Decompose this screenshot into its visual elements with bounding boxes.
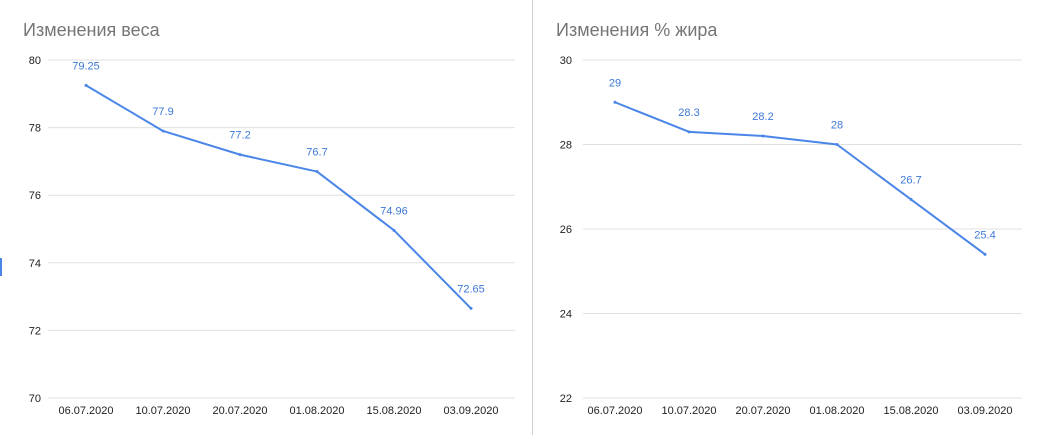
fat-chart: 22 24 26 28 30 06.07.2020 10.07.2020 20.07.2020… (560, 55, 1022, 417)
data-point (687, 130, 691, 134)
scroll-edge-marker (0, 258, 2, 276)
x-tick-label: 03.09.2020 (957, 405, 1012, 417)
data-point (761, 134, 765, 138)
data-label: 28 (831, 120, 843, 132)
data-point (161, 129, 165, 133)
x-tick-label: 15.08.2020 (883, 405, 938, 417)
y-tick-label: 72 (29, 325, 41, 337)
data-label: 77.9 (152, 106, 173, 118)
data-label: 72.65 (457, 283, 485, 295)
x-tick-label: 20.07.2020 (212, 405, 267, 417)
x-tick-label: 06.07.2020 (58, 405, 113, 417)
data-label: 79.25 (72, 60, 100, 72)
data-label: 29 (609, 77, 621, 89)
data-point (315, 170, 319, 174)
series-line (614, 101, 986, 256)
x-tick-label: 01.08.2020 (809, 405, 864, 417)
data-point (238, 153, 242, 157)
y-tick-label: 22 (560, 393, 572, 405)
data-point (84, 83, 88, 87)
data-label: 76.7 (306, 147, 327, 159)
data-point (469, 306, 473, 310)
data-label: 74.96 (380, 205, 408, 217)
data-point (392, 228, 396, 232)
y-tick-label: 78 (29, 123, 41, 135)
data-point (613, 100, 617, 104)
data-label: 28.2 (752, 111, 773, 123)
x-tick-label: 06.07.2020 (587, 405, 642, 417)
x-tick-label: 10.07.2020 (135, 405, 190, 417)
x-tick-label: 10.07.2020 (661, 405, 716, 417)
y-tick-label: 76 (29, 190, 41, 202)
data-point (983, 252, 987, 256)
x-tick-label: 15.08.2020 (366, 405, 421, 417)
x-tick-label: 01.08.2020 (289, 405, 344, 417)
weight-chart-panel: Изменения веса 70 72 74 76 78 80 06.07.2020 10.… (23, 0, 533, 435)
y-tick-label: 74 (29, 258, 41, 270)
fat-chart-panel: Изменения % жира 22 24 26 28 30 06.07.2020 10.… (533, 0, 1040, 435)
chart-title: Изменения веса (23, 20, 160, 40)
y-tick-label: 28 (560, 140, 572, 152)
y-tick-label: 70 (29, 393, 41, 405)
chart-title: Изменения % жира (556, 20, 718, 40)
data-label: 77.2 (229, 130, 250, 142)
data-point (909, 197, 913, 201)
x-tick-label: 03.09.2020 (443, 405, 498, 417)
y-tick-label: 80 (29, 55, 41, 67)
data-point (835, 143, 839, 146)
data-label: 28.3 (678, 107, 699, 119)
x-tick-label: 20.07.2020 (735, 405, 790, 417)
weight-chart: 70 72 74 76 78 80 06.07.2020 10.07.2020 20.07.20… (29, 55, 515, 417)
y-tick-label: 24 (560, 309, 572, 321)
y-tick-label: 30 (560, 55, 572, 67)
series-line (85, 84, 472, 310)
data-label: 25.4 (974, 229, 995, 241)
y-tick-label: 26 (560, 224, 572, 236)
data-label: 26.7 (900, 174, 921, 186)
